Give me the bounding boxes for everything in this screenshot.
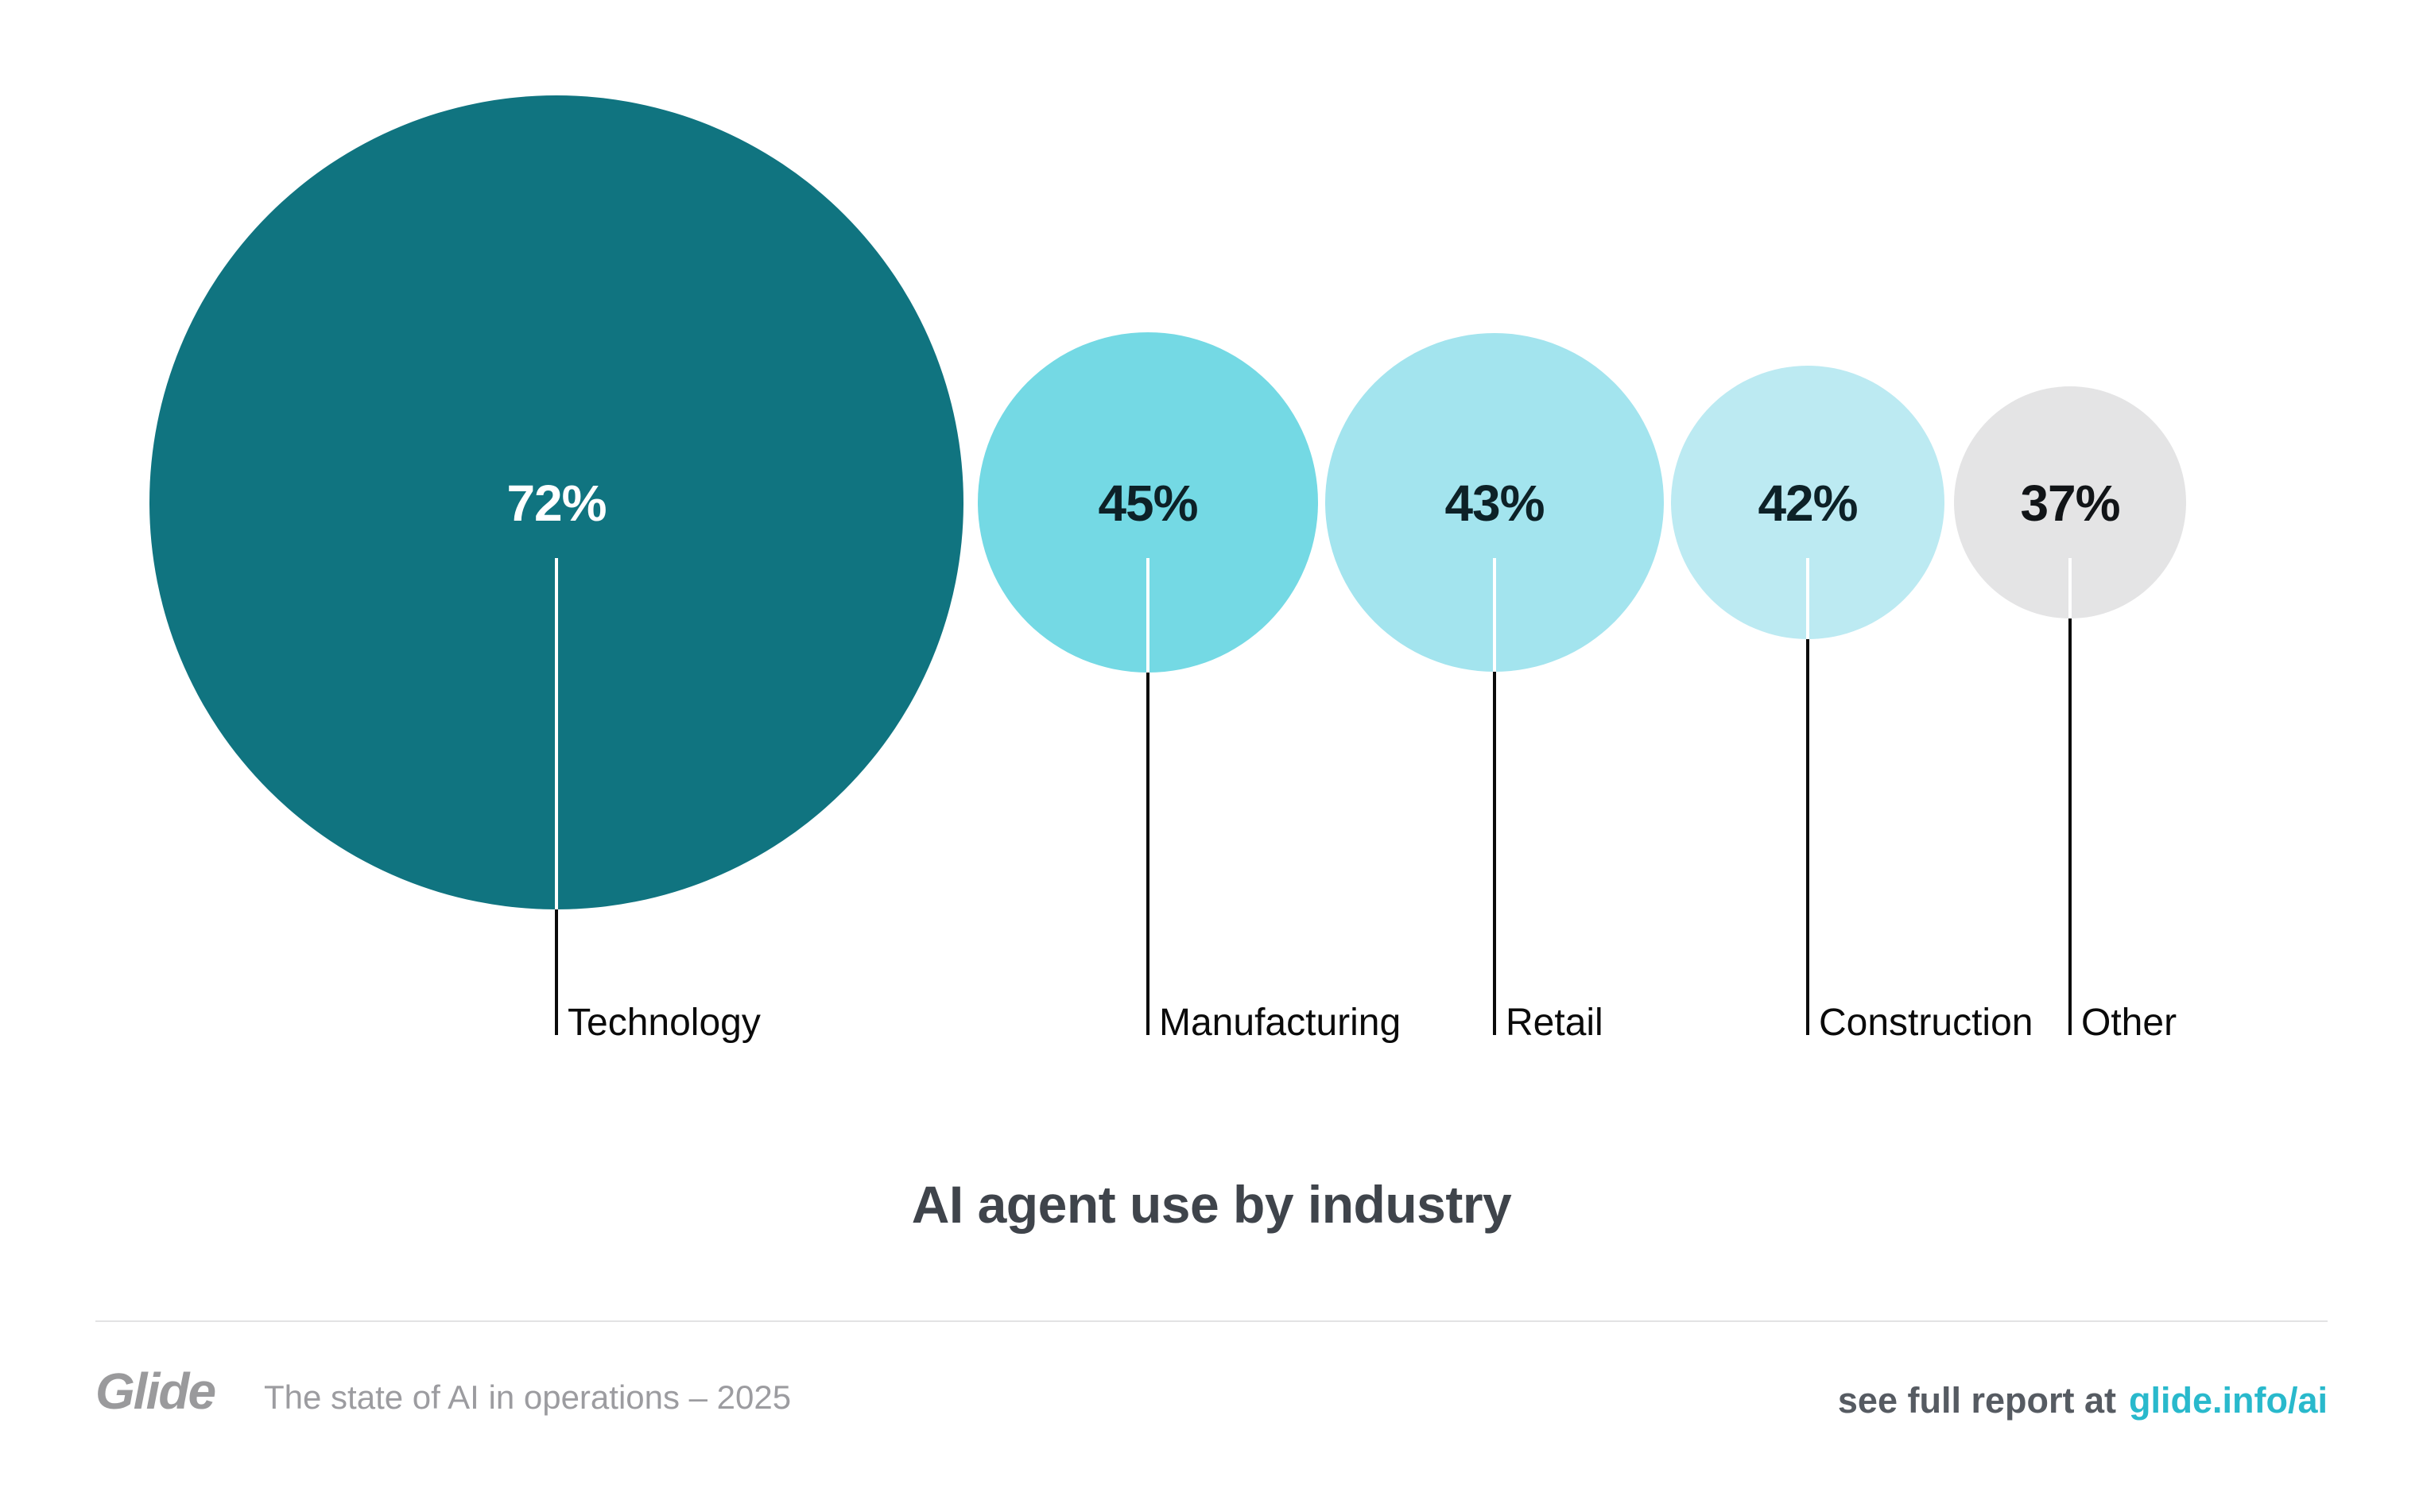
footer-report-callout: see full report at glide.info/ai — [1838, 1380, 2328, 1421]
bubble-category-technology: Technology — [568, 1002, 761, 1044]
bubble-value-technology: 72% — [506, 475, 607, 532]
bubble-value-construction: 42% — [1758, 475, 1858, 532]
bubble-category-other: Other — [2081, 1002, 2177, 1044]
leader-line-inner-retail — [1493, 558, 1496, 672]
leader-line-outer-retail — [1493, 672, 1496, 1035]
bubble-category-manufacturing: Manufacturing — [1159, 1002, 1401, 1044]
leader-line-inner-other — [2068, 558, 2072, 618]
bubble-value-retail: 43% — [1444, 475, 1545, 532]
footer-tagline: The state of AI in operations – 2025 — [264, 1378, 792, 1416]
leader-line-inner-construction — [1806, 558, 1809, 639]
bubble-category-construction: Construction — [1819, 1002, 2033, 1044]
leader-line-outer-manufacturing — [1146, 673, 1149, 1035]
leader-line-outer-other — [2068, 618, 2072, 1035]
leader-line-inner-technology — [555, 558, 558, 909]
leader-line-inner-manufacturing — [1146, 558, 1149, 673]
bubble-value-manufacturing: 45% — [1098, 475, 1198, 532]
brand-logo: Glide — [95, 1363, 216, 1420]
report-link[interactable]: glide.info/ai — [2128, 1380, 2328, 1421]
footer-divider — [95, 1320, 2328, 1322]
leader-line-outer-construction — [1806, 639, 1809, 1035]
leader-line-outer-technology — [555, 909, 558, 1035]
bubble-value-other: 37% — [2020, 475, 2120, 532]
bubble-category-retail: Retail — [1506, 1002, 1603, 1044]
report-prefix-text: see full report at — [1837, 1380, 2116, 1421]
chart-title: AI agent use by industry — [911, 1175, 1512, 1234]
